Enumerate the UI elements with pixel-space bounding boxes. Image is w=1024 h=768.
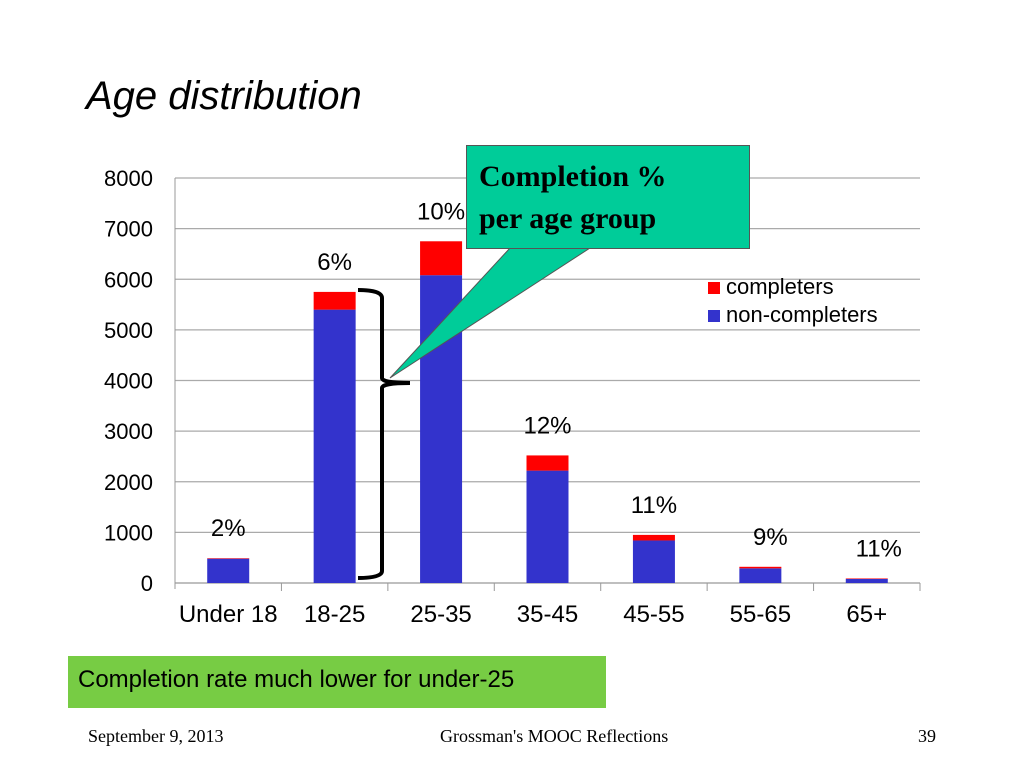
y-tick-label: 3000 <box>104 419 153 444</box>
bar-segment <box>207 558 250 559</box>
callout-pointer <box>389 247 592 379</box>
x-tick-label: 55-65 <box>730 601 791 628</box>
completion-label: 11% <box>856 535 902 562</box>
bar-segment <box>526 455 569 471</box>
y-tick-label: 1000 <box>104 520 153 545</box>
bar-segment <box>420 241 463 276</box>
callout-box: Completion % per age group <box>466 145 750 249</box>
x-tick-label: 65+ <box>846 601 887 628</box>
legend-label: completers <box>726 274 834 299</box>
x-axis: Under 18 18-25 25-35 35-45 45-55 55-65 65+ <box>179 583 921 628</box>
legend-label: non-completers <box>726 302 878 327</box>
footer-center: Grossman's MOOC Reflections <box>440 726 669 746</box>
y-tick-label: 8000 <box>104 166 153 191</box>
bar-segment <box>739 568 782 583</box>
bar-segment <box>313 309 356 583</box>
note-box: Completion rate much lower for under-25 <box>68 656 606 708</box>
bar-segment <box>632 540 675 583</box>
footer-page: 39 <box>918 726 936 746</box>
completion-label: 11% <box>631 492 677 519</box>
legend: completers non-completers <box>708 274 878 327</box>
callout-line-1: Completion % <box>479 160 667 193</box>
callout-line-2: per age group <box>479 202 657 235</box>
y-tick-label: 6000 <box>104 267 153 292</box>
x-tick-label: Under 18 <box>179 601 278 628</box>
bar-segment <box>845 578 888 579</box>
y-tick-label: 2000 <box>104 470 153 495</box>
footer-date: September 9, 2013 <box>88 726 224 746</box>
y-tick-label: 0 <box>141 571 153 596</box>
y-axis: 0 1000 2000 3000 4000 5000 6000 7000 8000 <box>104 166 176 596</box>
bar-segment <box>845 578 888 583</box>
y-tick-label: 7000 <box>104 217 153 242</box>
y-tick-label: 4000 <box>104 369 153 394</box>
legend-swatch <box>708 310 720 322</box>
bar-labels: 2% 6% 10% 12% 11% 9% 11% <box>211 198 902 562</box>
completion-label: 6% <box>317 249 352 276</box>
completion-label: 10% <box>417 198 465 225</box>
bar-segment <box>207 558 250 583</box>
y-tick-label: 5000 <box>104 318 153 343</box>
completion-label: 2% <box>211 515 246 542</box>
page-title: Age distribution <box>86 74 362 118</box>
bar-segment <box>739 566 782 569</box>
completion-label: 9% <box>753 524 788 551</box>
legend-swatch <box>708 282 720 294</box>
completion-label: 12% <box>523 412 571 439</box>
x-tick-label: 35-45 <box>517 601 578 628</box>
x-tick-label: 25-35 <box>410 601 471 628</box>
x-tick-label: 45-55 <box>623 601 684 628</box>
bar-segment <box>313 291 356 310</box>
bar-segment <box>632 534 675 541</box>
x-tick-label: 18-25 <box>304 601 365 628</box>
bracket <box>357 288 411 580</box>
bar-segment <box>526 470 569 583</box>
